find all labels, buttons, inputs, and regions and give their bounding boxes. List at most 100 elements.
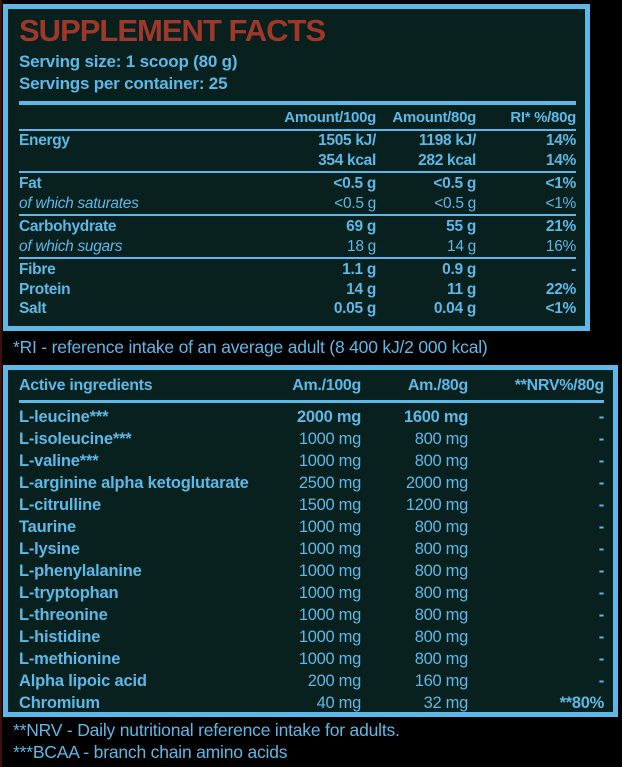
cell-am-80g: 800 mg — [414, 430, 469, 448]
ri-footnote: *RI - reference intake of an average adu… — [13, 337, 488, 357]
row-label: Salt — [19, 300, 47, 317]
cell-am-80g: 1600 mg — [404, 408, 468, 426]
row-label: of which sugars — [19, 237, 123, 255]
cell-am-100g: 1000 mg — [298, 606, 361, 624]
cell-amount-80g: 282 kcal — [418, 151, 476, 169]
table-row: L-lysine 1000 mg 800 mg - — [19, 538, 604, 560]
cell-ri: <1% — [545, 175, 576, 192]
cell-am-80g: 800 mg — [414, 628, 469, 646]
table-row: L-isoleucine*** 1000 mg 800 mg - — [19, 428, 604, 450]
cell-nrv: - — [598, 518, 605, 536]
cell-am-80g: 1200 mg — [405, 496, 468, 514]
table-row: Alpha lipoic acid 200 mg 160 mg - — [19, 670, 604, 692]
cell-ri: <1% — [545, 194, 576, 212]
ingredient-name: Chromium — [19, 694, 100, 712]
nutrition-table-body: Energy 1505 kJ/ 1198 kJ/ 14% 354 kcal 28… — [19, 131, 576, 319]
col-header-nrv-80g: **NRV%/80g — [514, 377, 605, 394]
cell-nrv: - — [598, 474, 605, 492]
cell-ri: <1% — [545, 300, 576, 317]
cell-ri: 16% — [545, 237, 576, 255]
cell-am-100g: 1500 mg — [298, 496, 361, 514]
table-row: Fibre 1.1 g 0.9 g - — [19, 257, 576, 280]
table-row: Carbohydrate 69 g 55 g 21% — [19, 214, 576, 237]
header-spacer — [19, 110, 276, 126]
ingredient-name: L-tryptophan — [19, 584, 119, 602]
footnotes: **NRV - Daily nutritional reference inta… — [13, 720, 400, 763]
table-row: of which saturates <0.5 g <0.5 g <1% — [19, 194, 576, 214]
cell-am-80g: 32 mg — [423, 694, 469, 712]
cell-nrv: - — [598, 606, 605, 624]
ingredient-name: L-phenylalanine — [19, 562, 142, 580]
cell-am-100g: 1000 mg — [298, 584, 361, 602]
ingredient-name: L-isoleucine*** — [19, 430, 132, 448]
table-row: L-methionine 1000 mg 800 mg - — [19, 648, 604, 670]
cell-amount-80g: 55 g — [446, 218, 476, 235]
row-label: Carbohydrate — [19, 218, 117, 235]
table-row: Taurine 1000 mg 800 mg - — [19, 516, 604, 538]
ingredient-name: L-valine*** — [19, 452, 99, 470]
cell-amount-100g: 1505 kJ/ — [318, 132, 376, 149]
cell-am-100g: 1000 mg — [298, 650, 361, 668]
row-label — [19, 151, 276, 171]
cell-amount-80g: <0.5 g — [433, 175, 476, 192]
ingredients-table-body: L-leucine*** 2000 mg 1600 mg - L-isoleuc… — [19, 406, 604, 714]
cell-nrv: - — [598, 408, 605, 426]
cell-nrv: - — [598, 628, 605, 646]
cell-amount-100g: 1.1 g — [342, 261, 376, 278]
cell-am-80g: 800 mg — [414, 452, 469, 470]
cell-amount-100g: 354 kcal — [318, 151, 376, 169]
bcaa-footnote: ***BCAA - branch chain amino acids — [13, 741, 288, 762]
cell-nrv: - — [598, 650, 605, 668]
col-header-am-100g: Am./100g — [292, 377, 361, 394]
label-edge-sliver — [0, 0, 2, 767]
cell-nrv: - — [598, 672, 605, 690]
ingredient-name: L-lysine — [19, 540, 80, 558]
cell-ri: 22% — [545, 280, 576, 298]
cell-amount-100g: 18 g — [347, 237, 376, 255]
cell-am-80g: 800 mg — [414, 584, 469, 602]
cell-am-100g: 1000 mg — [298, 540, 361, 558]
ingredient-name: L-threonine — [19, 606, 108, 624]
cell-am-80g: 800 mg — [414, 518, 469, 536]
cell-am-80g: 800 mg — [414, 650, 469, 668]
ingredient-name: L-methionine — [19, 650, 121, 668]
cell-am-100g: 1000 mg — [298, 562, 361, 580]
col-header-amount-80g: Amount/80g — [392, 109, 476, 126]
ingredient-name: L-citrulline — [19, 496, 101, 514]
cell-am-100g: 1000 mg — [298, 430, 361, 448]
cell-amount-80g: 11 g — [447, 280, 476, 298]
cell-am-80g: 800 mg — [414, 606, 469, 624]
row-label: Fibre — [19, 261, 56, 278]
cell-nrv: - — [598, 496, 605, 514]
cell-am-80g: 800 mg — [414, 562, 469, 580]
cell-nrv: - — [598, 452, 605, 470]
cell-amount-100g: <0.5 g — [333, 175, 376, 192]
cell-am-100g: 2500 mg — [298, 474, 361, 492]
table-row: L-arginine alpha ketoglutarate 2500 mg 2… — [19, 472, 604, 494]
cell-amount-80g: <0.5 g — [434, 194, 476, 212]
cell-amount-80g: 0.9 g — [442, 261, 476, 278]
col-header-amount-100g: Amount/100g — [284, 109, 376, 126]
nutrition-table-header: Amount/100g Amount/80g RI* %/80g — [19, 105, 576, 131]
table-row: of which sugars 18 g 14 g 16% — [19, 237, 576, 257]
ingredient-name: Alpha lipoic acid — [19, 672, 147, 690]
cell-am-100g: 40 mg — [316, 694, 362, 712]
row-label: of which saturates — [19, 194, 139, 212]
cell-am-80g: 160 mg — [414, 672, 469, 690]
cell-am-100g: 2000 mg — [297, 408, 361, 426]
table-row: Energy 1505 kJ/ 1198 kJ/ 14% — [19, 131, 576, 151]
active-ingredients-panel: Active ingredients Am./100g Am./80g **NR… — [3, 365, 618, 717]
divider-thick — [19, 101, 576, 105]
cell-ri: 14% — [545, 151, 576, 169]
ingredient-name: L-arginine alpha ketoglutarate — [19, 474, 249, 492]
cell-nrv: - — [598, 584, 605, 602]
cell-amount-80g: 1198 kJ/ — [418, 132, 476, 149]
col-header-am-80g: Am./80g — [407, 377, 468, 394]
cell-amount-80g: 0.04 g — [433, 300, 476, 317]
table-row: L-citrulline 1500 mg 1200 mg - — [19, 494, 604, 516]
ingredient-name: L-histidine — [19, 628, 101, 646]
cell-nrv: - — [598, 430, 605, 448]
cell-nrv: - — [598, 540, 605, 558]
cell-ri: - — [571, 261, 576, 278]
cell-am-100g: 200 mg — [307, 672, 362, 690]
